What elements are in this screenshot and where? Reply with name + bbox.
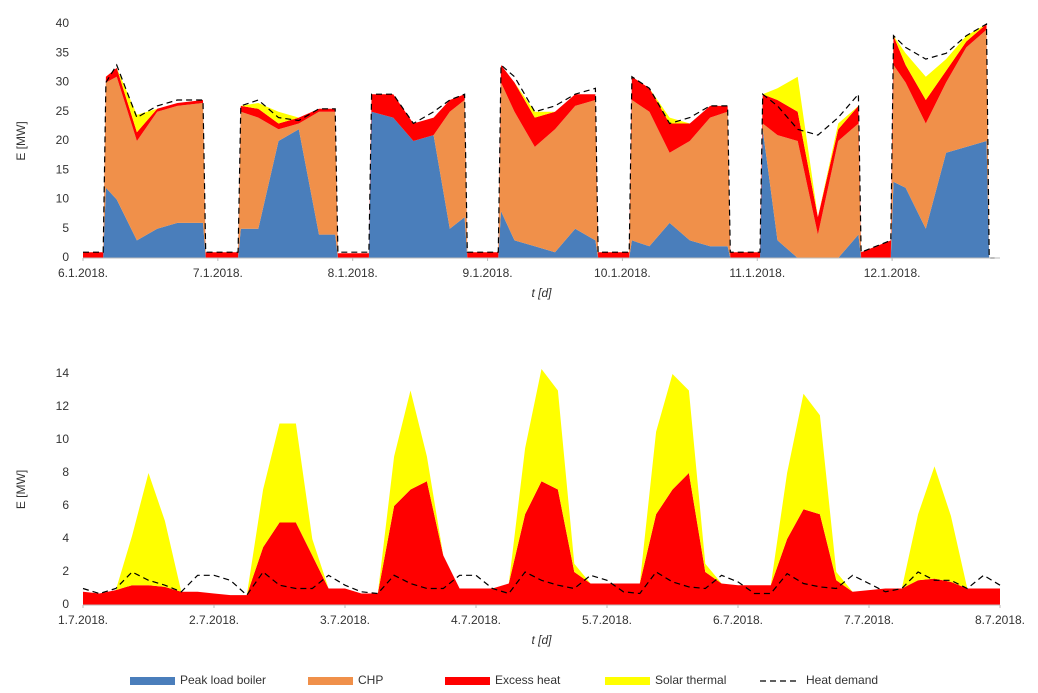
legend-label: Solar thermal	[655, 673, 726, 687]
x-tick-label: 1.7.2018.	[58, 613, 108, 627]
area-series	[83, 369, 1000, 596]
y-tick-label: 40	[56, 16, 70, 30]
plot	[83, 22, 995, 259]
x-tick-label: 7.7.2018.	[844, 613, 894, 627]
legend-label: Peak load boiler	[180, 673, 266, 687]
legend-label: CHP	[358, 673, 383, 687]
line-series	[82, 571, 1001, 596]
x-tick-label: 11.1.2018.	[729, 266, 785, 280]
line-series	[83, 22, 995, 259]
legend-swatch	[308, 677, 353, 685]
y-tick-label: 25	[56, 104, 70, 118]
legend-swatch	[130, 677, 175, 685]
y-tick-label: 10	[56, 192, 70, 206]
legend-swatch	[445, 677, 490, 685]
area-series	[83, 111, 995, 258]
legend-label: Excess heat	[495, 673, 561, 687]
y-tick-label: 14	[56, 366, 70, 380]
y-tick-label: 15	[56, 162, 70, 176]
y-tick-label: 10	[56, 432, 70, 446]
x-axis-label: t [d]	[531, 286, 552, 300]
y-axis-label: E [MW]	[14, 121, 28, 160]
y-tick-label: 5	[62, 221, 69, 235]
y-tick-label: 6	[62, 498, 69, 512]
x-tick-label: 5.7.2018.	[582, 613, 632, 627]
area-series	[83, 29, 995, 258]
x-tick-label: 3.7.2018.	[320, 613, 370, 627]
x-tick-label: 8.7.2018.	[975, 613, 1025, 627]
legend-swatch	[605, 677, 650, 685]
y-tick-label: 8	[62, 465, 69, 479]
area-series	[83, 473, 1000, 605]
plot	[82, 369, 1001, 605]
y-tick-label: 4	[62, 531, 69, 545]
area-series	[83, 24, 995, 258]
x-tick-label: 10.1.2018.	[594, 266, 651, 280]
x-tick-label: 7.1.2018.	[193, 266, 243, 280]
x-tick-label: 2.7.2018.	[189, 613, 239, 627]
x-tick-label: 9.1.2018.	[463, 266, 513, 280]
x-tick-label: 6.7.2018.	[713, 613, 763, 627]
y-tick-label: 2	[62, 564, 69, 578]
legend-label: Heat demand	[806, 673, 878, 687]
y-tick-label: 0	[62, 250, 69, 264]
x-tick-label: 12.1.2018.	[864, 266, 921, 280]
x-tick-label: 8.1.2018.	[328, 266, 378, 280]
x-tick-label: 6.1.2018.	[58, 266, 108, 280]
y-axis-label: E [MW]	[14, 470, 28, 509]
y-tick-label: 30	[56, 75, 70, 89]
y-tick-label: 12	[56, 399, 70, 413]
x-tick-label: 4.7.2018.	[451, 613, 501, 627]
y-tick-label: 20	[56, 133, 70, 147]
y-tick-label: 35	[56, 45, 70, 59]
x-axis-label: t [d]	[531, 633, 552, 647]
y-tick-label: 0	[62, 597, 69, 611]
